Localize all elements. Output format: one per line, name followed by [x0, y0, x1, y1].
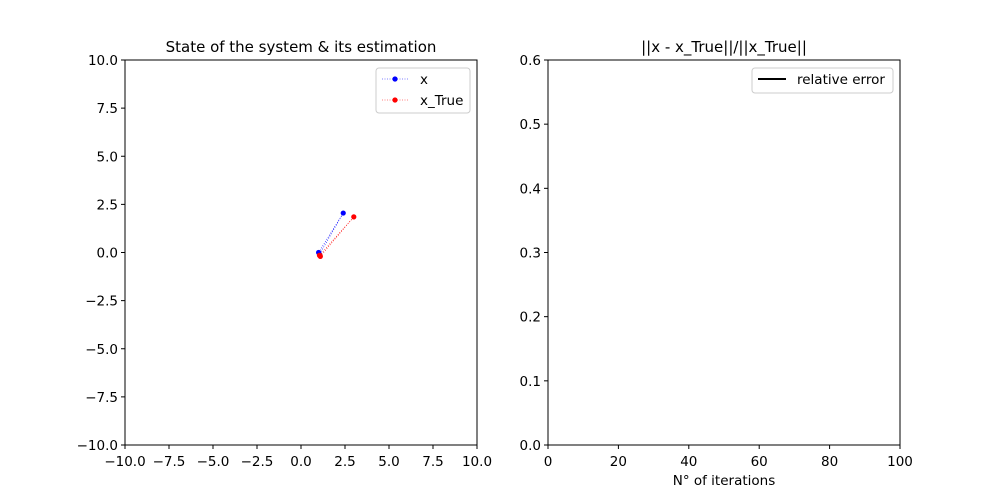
state-plot-tick-layer: −10.0 −7.5 −5.0 −2.5 0.0 2.5 5.0 7.5 10.0 −10.0 −7…: [77, 53, 492, 470]
legend-x-label: x: [420, 72, 428, 88]
state-plot-ytick-label: −10.0: [77, 438, 118, 454]
state-plot-ytick-label: 10.0: [88, 53, 118, 69]
state-plot-xtick-label: 5.0: [378, 454, 399, 470]
state-plot-x-true-point: [317, 253, 323, 259]
state-plot-xtick-label: −10.0: [104, 454, 145, 470]
state-plot-xtick-label: 2.5: [334, 454, 355, 470]
state-plot-ytick-label: −5.0: [85, 342, 118, 358]
relative-error-plot-legend: relative error: [751, 67, 894, 94]
legend-relative-error-label: relative error: [797, 72, 885, 88]
state-plot-xtick-label: 0.0: [290, 454, 311, 470]
state-plot-xtick-label: −7.5: [153, 454, 186, 470]
relative-error-plot-frame: [547, 59, 901, 446]
relative-error-plot: ||x - x_True||/||x_True|| 0 20 40 60 80 100 0.…: [520, 38, 913, 489]
relative-error-plot-xtick-label: 100: [887, 454, 913, 470]
legend-x-true-marker: [392, 97, 398, 103]
relative-error-plot-ytick-label: 0.2: [520, 310, 541, 326]
legend-x-marker: [392, 76, 398, 82]
relative-error-plot-ytick-label: 0.4: [520, 181, 541, 197]
state-plot-ytick-label: −2.5: [85, 294, 118, 310]
state-plot-frame: [124, 59, 478, 446]
relative-error-plot-ytick-label: 0.0: [520, 438, 541, 454]
state-plot-x-true-point: [351, 214, 357, 220]
relative-error-plot-ytick-label: 0.3: [520, 246, 541, 262]
state-plot-xtick-label: −2.5: [241, 454, 274, 470]
relative-error-plot-ytick-label: 0.1: [520, 374, 541, 390]
state-plot-ytick-label: 0.0: [97, 246, 118, 262]
relative-error-plot-title: ||x - x_True||/||x_True||: [641, 38, 807, 57]
legend-x-true-label: x_True: [420, 93, 463, 109]
state-plot-legend: x x_True: [375, 67, 471, 114]
relative-error-plot-xtick-label: 40: [680, 454, 697, 470]
relative-error-plot-xtick-label: 20: [610, 454, 627, 470]
relative-error-plot-tick-layer: 0 20 40 60 80 100 0.0 0.1 0.2 0.3 0.4 0.5 0.6: [520, 53, 913, 470]
state-plot-ytick-label: 5.0: [97, 149, 118, 165]
state-plot-data-layer: [316, 210, 357, 259]
state-plot-xtick-label: 7.5: [422, 454, 443, 470]
state-plot-x-point: [340, 210, 346, 216]
relative-error-plot-xtick-label: 0: [544, 454, 553, 470]
state-plot-xtick-label: −5.0: [197, 454, 230, 470]
state-plot-ytick-label: 2.5: [97, 197, 118, 213]
relative-error-plot-xtick-label: 60: [751, 454, 768, 470]
state-plot-title: State of the system & its estimation: [166, 38, 437, 56]
state-plot-ytick-label: −7.5: [85, 390, 118, 406]
relative-error-plot-xtick-label: 80: [821, 454, 838, 470]
relative-error-plot-ytick-label: 0.5: [520, 117, 541, 133]
state-plot-ytick-label: 7.5: [97, 101, 118, 117]
state-plot-xtick-label: 10.0: [462, 454, 492, 470]
relative-error-plot-xlabel: N° of iterations: [673, 473, 776, 489]
relative-error-plot-ytick-label: 0.6: [520, 53, 541, 69]
state-plot-x-line: [318, 212, 344, 255]
state-plot: State of the system & its estimation −10…: [77, 38, 492, 470]
relative-error-plot-legend-box: [751, 67, 894, 94]
